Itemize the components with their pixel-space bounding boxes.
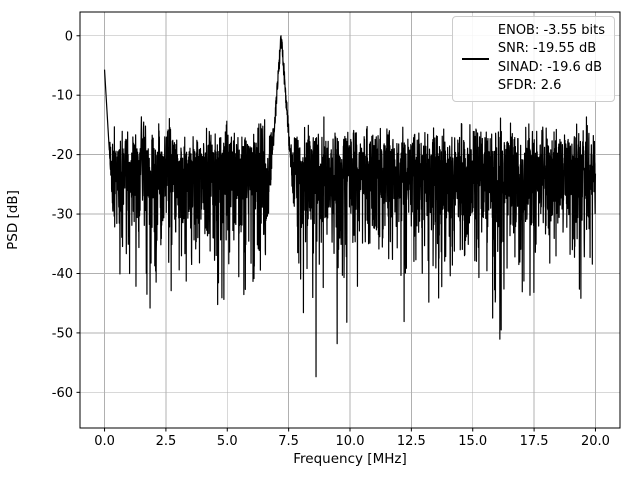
x-tick-label: 10.0 bbox=[336, 434, 365, 449]
legend-entries: ENOB: -3.55 bits SNR: -19.55 dB SINAD: -… bbox=[498, 22, 605, 96]
x-tick-label: 5.0 bbox=[217, 434, 238, 449]
legend-entry-sinad: SINAD: -19.6 dB bbox=[497, 59, 603, 75]
psd-series-line bbox=[103, 35, 597, 378]
y-tick-label: 0 bbox=[65, 29, 73, 44]
axes-frame bbox=[79, 11, 621, 429]
y-tick-label: -50 bbox=[52, 326, 73, 341]
x-tick-label: 0.0 bbox=[94, 434, 115, 449]
axes-layer: 0.0 2.5 5.0 7.5 10.0 12.5 15.0 17.5 20.0 0 -10 -20 -… bbox=[52, 11, 621, 449]
legend-entry-snr: SNR: -19.55 dB bbox=[497, 41, 597, 57]
x-tick-label: 17.5 bbox=[520, 434, 549, 449]
y-axis-label: PSD [dB] bbox=[5, 190, 21, 250]
y-tick-label: -10 bbox=[52, 89, 73, 104]
y-tick-label: -20 bbox=[52, 148, 73, 163]
y-tick-label: -40 bbox=[52, 267, 73, 282]
y-tick-label: -30 bbox=[52, 208, 73, 223]
x-tick-label: 20.0 bbox=[581, 434, 610, 449]
x-tick-label: 7.5 bbox=[278, 434, 299, 449]
series-layer bbox=[103, 35, 597, 378]
legend-entry-enob: ENOB: -3.55 bits bbox=[497, 23, 605, 38]
x-tick-label: 2.5 bbox=[156, 434, 177, 449]
legend-entry-sfdr: SFDR: 2.6 bbox=[497, 78, 562, 94]
y-tick-label: -60 bbox=[52, 386, 73, 401]
x-axis-label: Frequency [MHz] bbox=[293, 451, 406, 467]
legend-box: ENOB: -3.55 bits SNR: -19.55 dB SINAD: -… bbox=[451, 16, 615, 102]
legend-line-sample bbox=[461, 57, 489, 60]
x-tick-label: 12.5 bbox=[397, 434, 426, 449]
x-tick-label: 15.0 bbox=[458, 434, 487, 449]
